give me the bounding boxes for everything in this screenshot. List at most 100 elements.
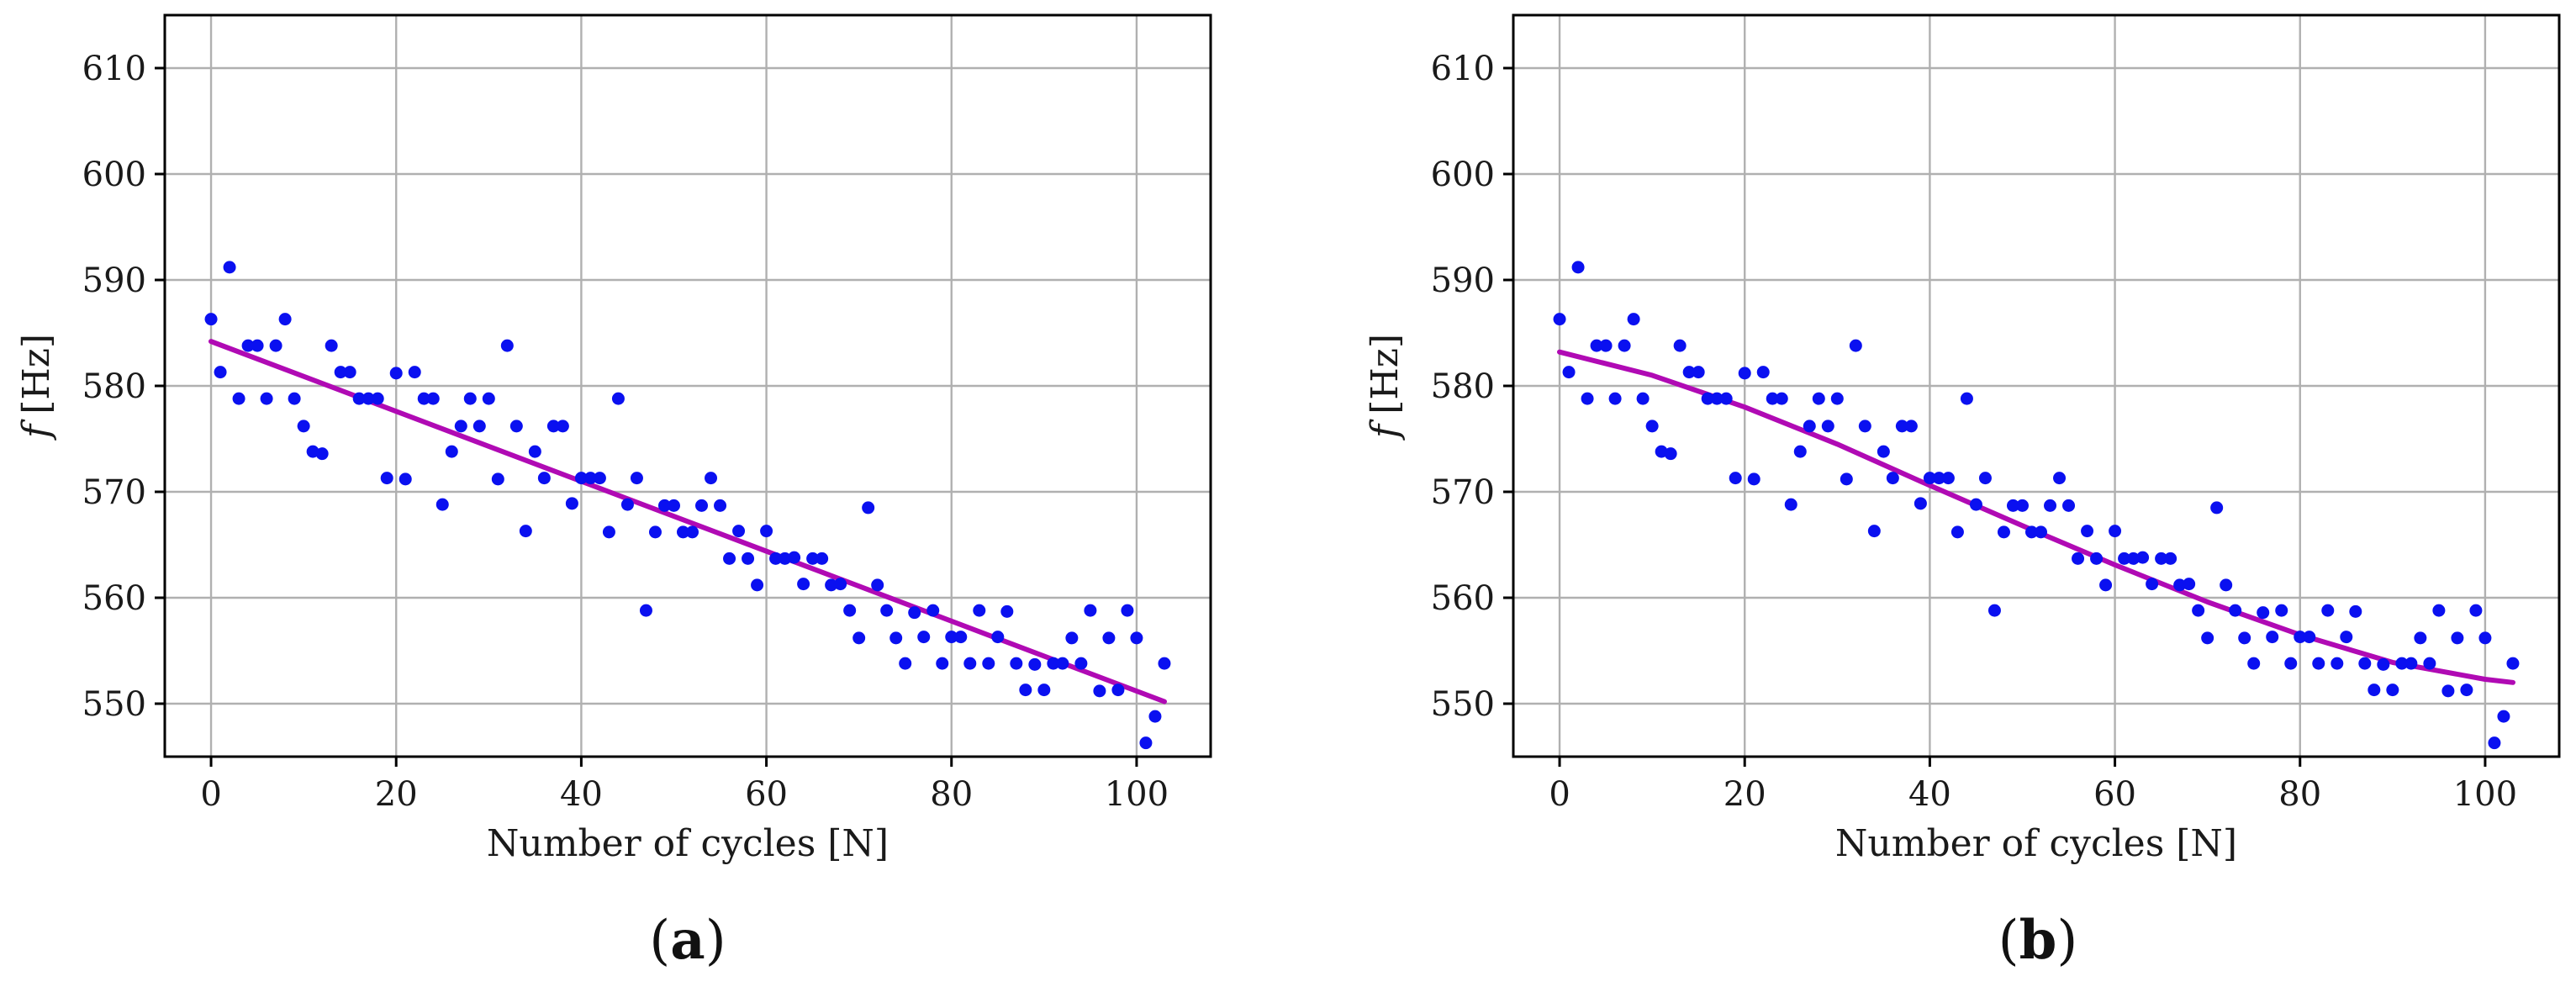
data-point [1895, 420, 1908, 433]
data-point [779, 552, 792, 565]
data-point [1019, 684, 1032, 697]
panel-label-letter: b [2019, 909, 2057, 972]
data-point [2072, 552, 2085, 565]
plot-frame [163, 13, 1212, 758]
data-point [954, 631, 968, 644]
data-point [2024, 525, 2038, 539]
data-point [204, 313, 218, 326]
data-point [2220, 578, 2233, 592]
y-tick-label: 590 [82, 261, 146, 300]
data-point [2090, 552, 2104, 565]
data-point [1747, 472, 1760, 486]
data-point [871, 578, 884, 592]
data-point [288, 392, 301, 405]
y-tick-label: 600 [82, 156, 146, 194]
panel-label-letter: a [670, 909, 705, 972]
data-point [380, 472, 393, 485]
x-tick-label: 0 [1549, 775, 1570, 814]
data-point [1111, 684, 1125, 697]
data-point [325, 339, 338, 352]
data-point [2118, 552, 2131, 565]
data-point [269, 339, 282, 352]
data-point [2062, 499, 2076, 512]
data-point [251, 339, 264, 352]
data-point [2035, 525, 2048, 539]
data-point [2432, 604, 2446, 617]
data-point [2404, 657, 2418, 670]
data-point [214, 366, 227, 379]
data-point [472, 420, 486, 433]
data-point [2192, 604, 2205, 617]
data-point [1849, 339, 1862, 352]
data-point [519, 525, 532, 538]
data-point [1627, 313, 1640, 326]
data-point [1719, 392, 1733, 405]
data-point [2294, 631, 2307, 644]
data-point [2247, 657, 2261, 670]
data-point [2099, 578, 2113, 592]
data-point [695, 499, 709, 512]
y-tick-label: 580 [82, 367, 146, 406]
data-point [1821, 420, 1834, 433]
x-tick-label: 80 [2278, 775, 2321, 814]
data-point [2349, 604, 2362, 618]
data-point [445, 445, 458, 458]
data-point [2303, 631, 2316, 644]
data-point [788, 551, 801, 564]
panel-label: (b) [1998, 909, 2078, 972]
data-point [714, 499, 727, 512]
data-point [1701, 392, 1714, 405]
y-axis-unit: [Hz] [1364, 334, 1407, 414]
data-point [1000, 604, 1014, 618]
data-point [686, 525, 699, 539]
panel-label: (a) [649, 909, 726, 972]
y-tick-label: 600 [1431, 156, 1495, 194]
data-point [760, 525, 773, 538]
data-point [1941, 472, 1955, 485]
data-point [1858, 420, 1871, 433]
data-point [2044, 499, 2057, 512]
data-point [260, 392, 273, 405]
data-point [2488, 736, 2501, 750]
data-point [1812, 392, 1825, 405]
data-point [389, 367, 403, 380]
data-point [1756, 366, 1770, 379]
data-point [2183, 578, 2196, 591]
data-point [546, 420, 560, 433]
x-axis-label: Number of cycles [N] [1835, 822, 2237, 865]
data-point [1645, 420, 1659, 433]
data-point [1960, 392, 1973, 405]
data-point [2321, 604, 2335, 617]
data-point [2441, 684, 2455, 698]
data-point [1914, 497, 1927, 510]
data-point [1692, 366, 1705, 379]
data-point [806, 552, 820, 565]
data-point [676, 525, 689, 539]
x-tick-label: 60 [745, 775, 788, 814]
data-point [2210, 501, 2224, 515]
data-point [2395, 657, 2409, 670]
data-point [1923, 472, 1936, 485]
data-point [973, 604, 986, 617]
data-point [1028, 657, 1042, 671]
data-point [528, 445, 541, 458]
x-tick-label: 40 [1908, 775, 1951, 814]
y-tick-label: 570 [82, 473, 146, 512]
data-point [2266, 631, 2279, 644]
x-axis-label: Number of cycles [N] [487, 822, 889, 865]
data-point [899, 657, 912, 670]
data-point [2340, 631, 2353, 644]
data-point [593, 472, 606, 485]
x-tick-label: 100 [2453, 775, 2517, 814]
data-point [1997, 525, 2010, 539]
panel-label-close: ) [705, 910, 726, 972]
data-point [2201, 631, 2214, 645]
data-point [2478, 631, 2492, 645]
data-point [1571, 261, 1585, 274]
data-point [1010, 657, 1023, 670]
data-point [574, 472, 588, 485]
data-point [880, 604, 894, 617]
data-point [862, 501, 875, 515]
data-point [853, 631, 866, 645]
